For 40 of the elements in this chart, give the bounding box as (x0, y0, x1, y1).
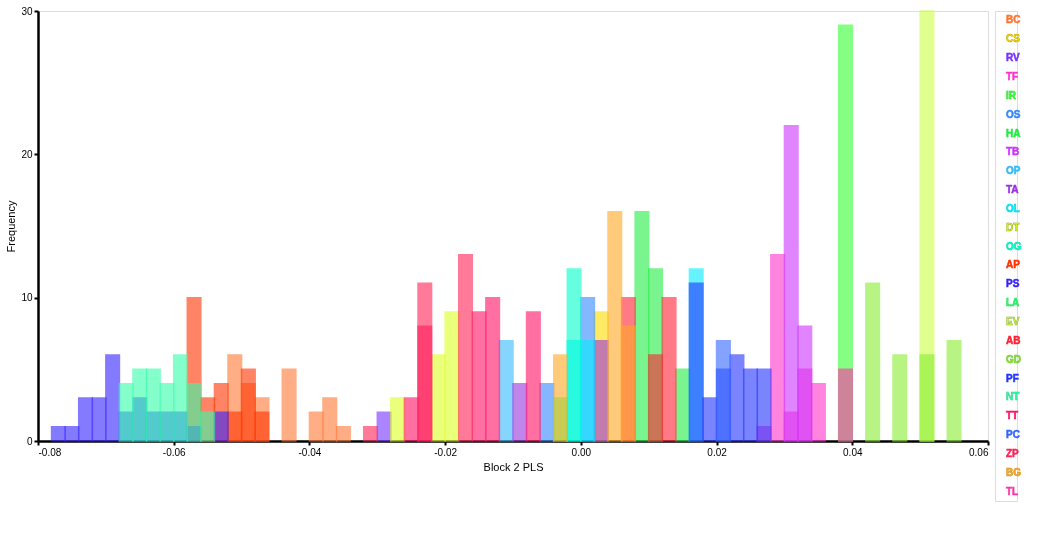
text: NT (1006, 391, 1020, 403)
x-tick-label: 0.06 (969, 446, 989, 458)
text: TF (1006, 70, 1019, 82)
text: OP (1006, 165, 1021, 177)
text: OG (1006, 240, 1022, 252)
text: CS (1006, 33, 1021, 45)
x-tick-label: 0.00 (571, 446, 592, 458)
x-tick-label: -0.06 (162, 446, 187, 458)
text: TA (1006, 184, 1019, 196)
text: BC (1006, 14, 1021, 26)
text: DT (1006, 221, 1020, 233)
x-tick-label: -0.02 (434, 446, 458, 458)
text: ZP (1006, 447, 1020, 459)
y-tick-label: 0 (26, 435, 33, 447)
text: OS (1006, 108, 1021, 120)
text: HA (1006, 127, 1021, 139)
y-tick-label: 20 (21, 148, 33, 160)
x-axis-title: Block 2 PLS (483, 460, 544, 473)
x-tick-label: 0.04 (843, 446, 863, 458)
x-tick-label: -0.08 (38, 446, 62, 458)
text: IR (1006, 89, 1017, 101)
text: TL (1006, 485, 1019, 497)
text: BG (1006, 466, 1022, 478)
text: PC (1006, 429, 1020, 441)
y-tick-label: 10 (21, 292, 33, 304)
text: OL (1006, 202, 1020, 214)
text: PS (1006, 278, 1020, 290)
text: GD (1006, 353, 1021, 365)
text: TT (1006, 410, 1019, 422)
text: PF (1006, 372, 1019, 384)
text: LA (1006, 297, 1020, 309)
text: AP (1006, 259, 1021, 271)
x-tick-label: -0.04 (298, 446, 322, 458)
text: EV (1006, 315, 1020, 327)
text: AB (1006, 334, 1021, 346)
text: RV (1006, 52, 1021, 64)
text: TB (1006, 146, 1020, 158)
x-tick-label: 0.02 (707, 446, 728, 458)
y-axis-title: Frequency (5, 200, 18, 253)
y-tick-label: 30 (21, 5, 33, 17)
